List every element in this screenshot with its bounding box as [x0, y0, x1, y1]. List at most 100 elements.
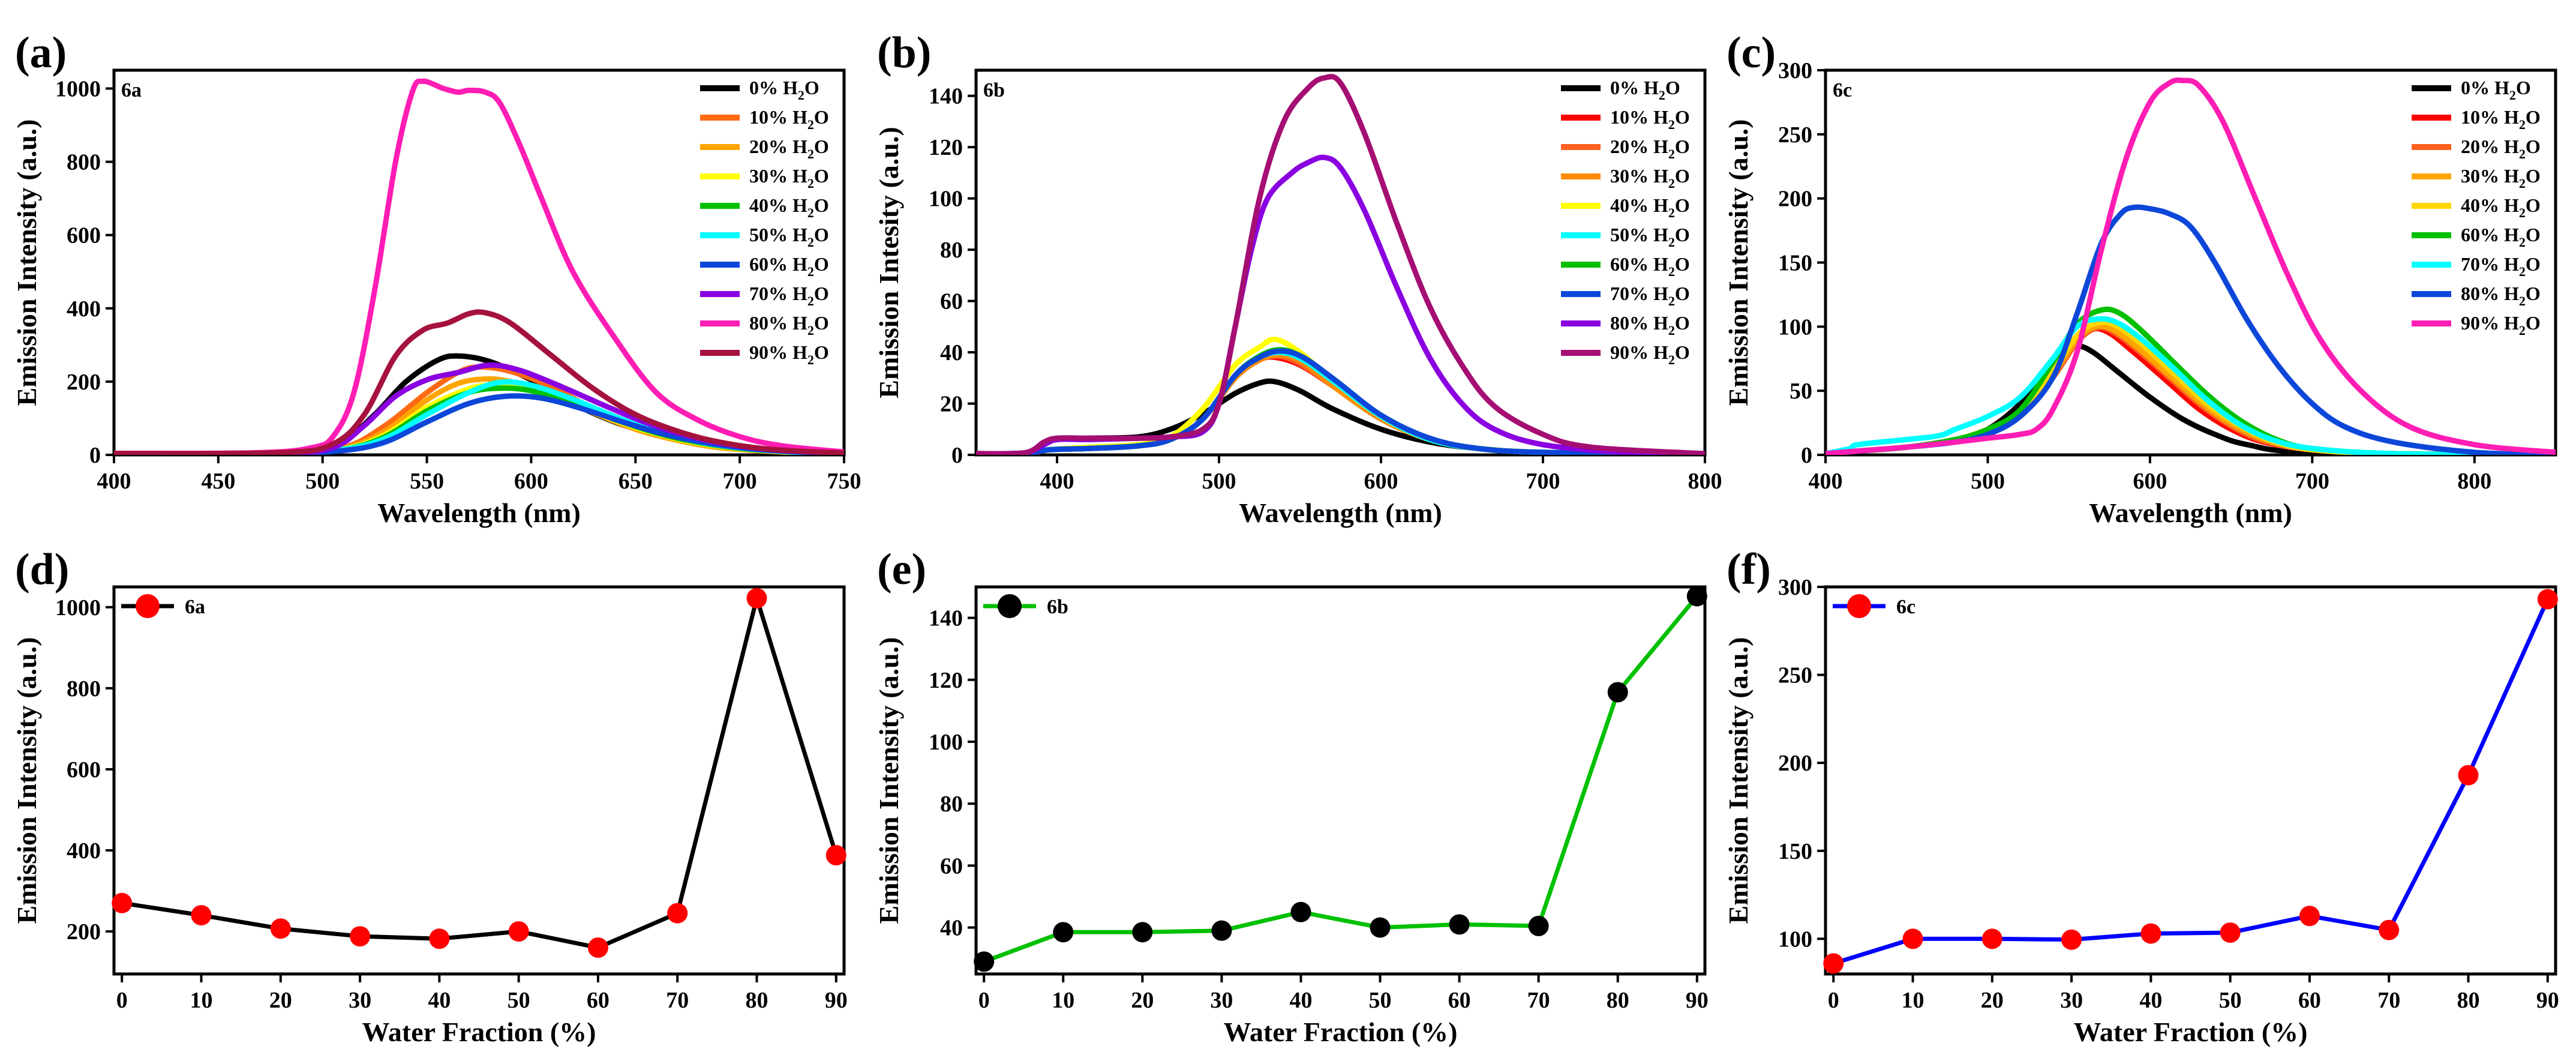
legend-label: 50% H2O [1610, 224, 1690, 250]
x-tick-label: 0 [1828, 988, 1839, 1013]
legend-pct: 70% [749, 283, 788, 304]
legend-sub: 2 [807, 293, 814, 308]
data-point [2379, 919, 2400, 940]
y-tick-label: 300 [1778, 575, 1812, 600]
legend-marker [136, 594, 160, 618]
legend-o: O [1675, 341, 1690, 363]
data-point [587, 937, 608, 958]
data-point [825, 845, 846, 866]
legend-label: 10% H2O [749, 106, 829, 132]
x-tick-label: 650 [619, 469, 653, 494]
plot-frame [112, 585, 846, 976]
y-tick-label: 0 [951, 443, 963, 468]
x-tick-label: 500 [305, 469, 340, 494]
legend-sub: 2 [1659, 88, 1665, 103]
legend-o: O [2526, 224, 2541, 245]
legend-sub: 2 [807, 146, 814, 161]
legend-pct: 20% [2461, 136, 2499, 157]
legend-label: 90% H2O [2461, 312, 2541, 338]
legend-h: H [1649, 312, 1668, 334]
legend-pct: 10% [2461, 106, 2499, 128]
y-tick-label: 60 [940, 289, 963, 314]
x-axis-label: Water Fraction (%) [362, 1017, 596, 1047]
x-tick-label: 90 [825, 988, 848, 1013]
legend-sub: 2 [807, 205, 814, 220]
x-tick-label: 20 [1131, 988, 1154, 1013]
x-tick-label: 10 [1052, 988, 1074, 1013]
legend-o: O [2526, 106, 2541, 128]
series-line-7 [1826, 204, 2556, 455]
legend-label: 80% H2O [1610, 312, 1690, 338]
legend-sub: 2 [1668, 176, 1675, 191]
legend-label: 6b [1047, 596, 1068, 618]
legend-o: O [814, 136, 829, 157]
legend-label: 60% H2O [749, 253, 829, 279]
plot-area [983, 595, 1699, 964]
y-axis-label: Emission Intensity (a.u.) [1723, 119, 1754, 406]
y-tick-label: 800 [67, 676, 101, 702]
legend-h: H [2499, 106, 2519, 128]
legend-o: O [1675, 106, 1690, 128]
legend-pct: 90% [1610, 341, 1649, 363]
legend-label: 30% H2O [2461, 165, 2541, 191]
data-point [1370, 917, 1391, 938]
y-tick-label: 80 [940, 238, 963, 263]
y-tick-label: 100 [1778, 314, 1812, 340]
legend-o: O [1675, 136, 1690, 157]
y-axis-label: Emission Intesity (a.u.) [873, 127, 904, 398]
x-tick-label: 600 [2133, 469, 2167, 494]
x-tick-label: 30 [1210, 988, 1233, 1013]
y-tick-label: 400 [67, 296, 101, 322]
x-tick-label: 90 [2536, 988, 2559, 1013]
legend-label: 90% H2O [1610, 341, 1690, 367]
data-line [983, 595, 1699, 964]
data-point [191, 905, 212, 926]
legend-o: O [804, 77, 819, 98]
data-line [1833, 598, 2550, 966]
legend-label: 60% H2O [1610, 253, 1690, 279]
x-tick-label: 30 [2060, 988, 2083, 1013]
legend-label: 10% H2O [2461, 106, 2541, 132]
y-tick-label: 0 [89, 443, 101, 468]
data-point [1290, 901, 1311, 922]
legend-h: H [1639, 77, 1659, 98]
y-tick-label: 40 [940, 916, 963, 941]
y-tick-label: 140 [929, 84, 963, 109]
plot-area [121, 596, 839, 950]
data-point [2458, 765, 2479, 786]
legend-sub: 2 [807, 323, 814, 338]
legend-sub: 2 [1668, 235, 1675, 250]
legend-sub: 2 [1668, 293, 1675, 308]
x-tick-label: 70 [1527, 988, 1550, 1013]
series-line-9 [114, 309, 844, 455]
y-tick-label: 50 [1790, 379, 1812, 404]
data-point [2299, 906, 2320, 927]
inset-label: 6c [1833, 79, 1852, 101]
y-tick-label: 1000 [55, 595, 101, 621]
plot-area [1833, 598, 2550, 966]
series-line-8 [114, 78, 844, 455]
plot-area [1826, 77, 2556, 455]
x-tick-label: 750 [827, 469, 861, 494]
plot-area [976, 74, 1705, 455]
legend-sub: 2 [1668, 323, 1675, 338]
chart-panel-a: (a) 400 450 500 550 600 650 700 750 0 200 400 600 800… [11, 28, 861, 528]
data-point [1902, 928, 1923, 949]
legend-h: H [788, 194, 807, 216]
inset-label: 6a [121, 79, 142, 101]
legend-o: O [1665, 77, 1680, 98]
plot-frame [1824, 585, 2557, 976]
x-tick-label: 40 [428, 988, 451, 1013]
legend-h: H [1649, 224, 1668, 245]
legend-h: H [2499, 165, 2519, 187]
legend-h: H [1649, 283, 1668, 304]
panel-label: (f) [1727, 545, 1771, 594]
data-point [1981, 928, 2002, 949]
legend-o: O [1675, 224, 1690, 245]
x-tick-label: 10 [1902, 988, 1925, 1013]
legend-label: 90% H2O [749, 341, 829, 367]
data-point [1449, 914, 1470, 935]
legend-pct: 30% [1610, 165, 1649, 187]
legend-pct: 10% [749, 106, 788, 128]
